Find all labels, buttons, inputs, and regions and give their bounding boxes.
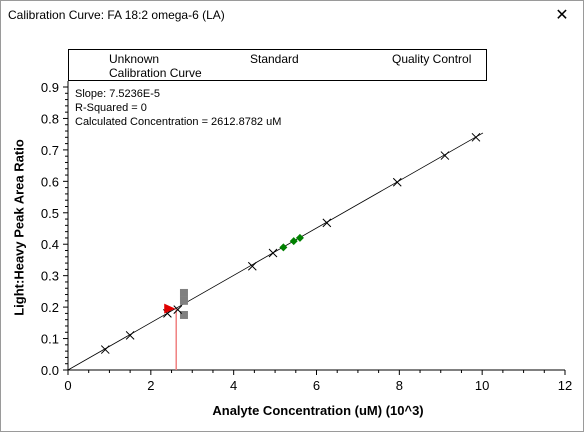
- standard-point: [179, 296, 188, 305]
- unknown-point: [392, 177, 402, 187]
- legend-unknown-label: Unknown: [109, 52, 160, 66]
- x-tick-label: 4: [230, 378, 237, 393]
- y-axis-title: Light:Heavy Peak Area Ratio: [11, 139, 27, 316]
- x-tick-label: 12: [558, 378, 572, 393]
- y-tick-label: 0.2: [41, 300, 59, 315]
- unknown-point: [322, 218, 332, 228]
- plot-area: [67, 29, 582, 371]
- legend-standard-label: Standard: [250, 52, 299, 66]
- concentration-text: Calculated Concentration = 2612.8782 uM: [75, 116, 282, 128]
- unknown-point: [173, 305, 183, 314]
- y-tick-label: 0.1: [41, 332, 59, 347]
- unknown-point: [100, 345, 110, 354]
- legend: Unknown Standard Quality Control Calibra…: [68, 49, 487, 81]
- y-tick-label: 0.7: [41, 143, 59, 158]
- y-tick-label: 0.6: [41, 174, 59, 189]
- legend-qc-label: Quality Control: [392, 52, 472, 66]
- y-tick-label: 0.4: [41, 237, 59, 252]
- calibration-curve-line: [67, 132, 484, 371]
- y-tick-label: 0.8: [41, 111, 59, 126]
- qc-point: [295, 233, 304, 242]
- unknown-point: [125, 331, 135, 340]
- y-tick-label: 0.0: [41, 363, 59, 378]
- x-tick-label: 0: [64, 378, 71, 393]
- unknown-point: [247, 261, 257, 271]
- r-squared-text: R-Squared = 0: [75, 102, 147, 114]
- standard-point: [179, 310, 188, 319]
- x-tick-label: 8: [396, 378, 403, 393]
- standard-point: [179, 288, 188, 297]
- qc-point: [279, 243, 288, 252]
- x-tick-label: 10: [475, 378, 489, 393]
- close-icon[interactable]: ✕: [555, 5, 569, 24]
- unknown-point: [268, 248, 278, 258]
- legend-curve-label: Calibration Curve: [109, 66, 202, 80]
- slope-text: Slope: 7.5236E-5: [75, 88, 161, 100]
- unknown-point: [440, 151, 450, 160]
- title-bar: Calibration Curve: FA 18:2 omega-6 (LA) …: [0, 0, 584, 30]
- window-title: Calibration Curve: FA 18:2 omega-6 (LA): [8, 8, 225, 22]
- unknown-point: [471, 132, 481, 142]
- qc-point: [289, 237, 298, 246]
- y-tick-label: 0.3: [41, 269, 59, 284]
- x-tick-label: 6: [313, 378, 320, 393]
- x-tick-label: 2: [147, 378, 154, 393]
- selected-point-marker: [164, 303, 176, 314]
- x-axis-title: Analyte Concentration (uM) (10^3): [212, 403, 424, 418]
- y-tick-label: 0.5: [41, 206, 59, 221]
- y-tick-label: 0.9: [41, 80, 59, 95]
